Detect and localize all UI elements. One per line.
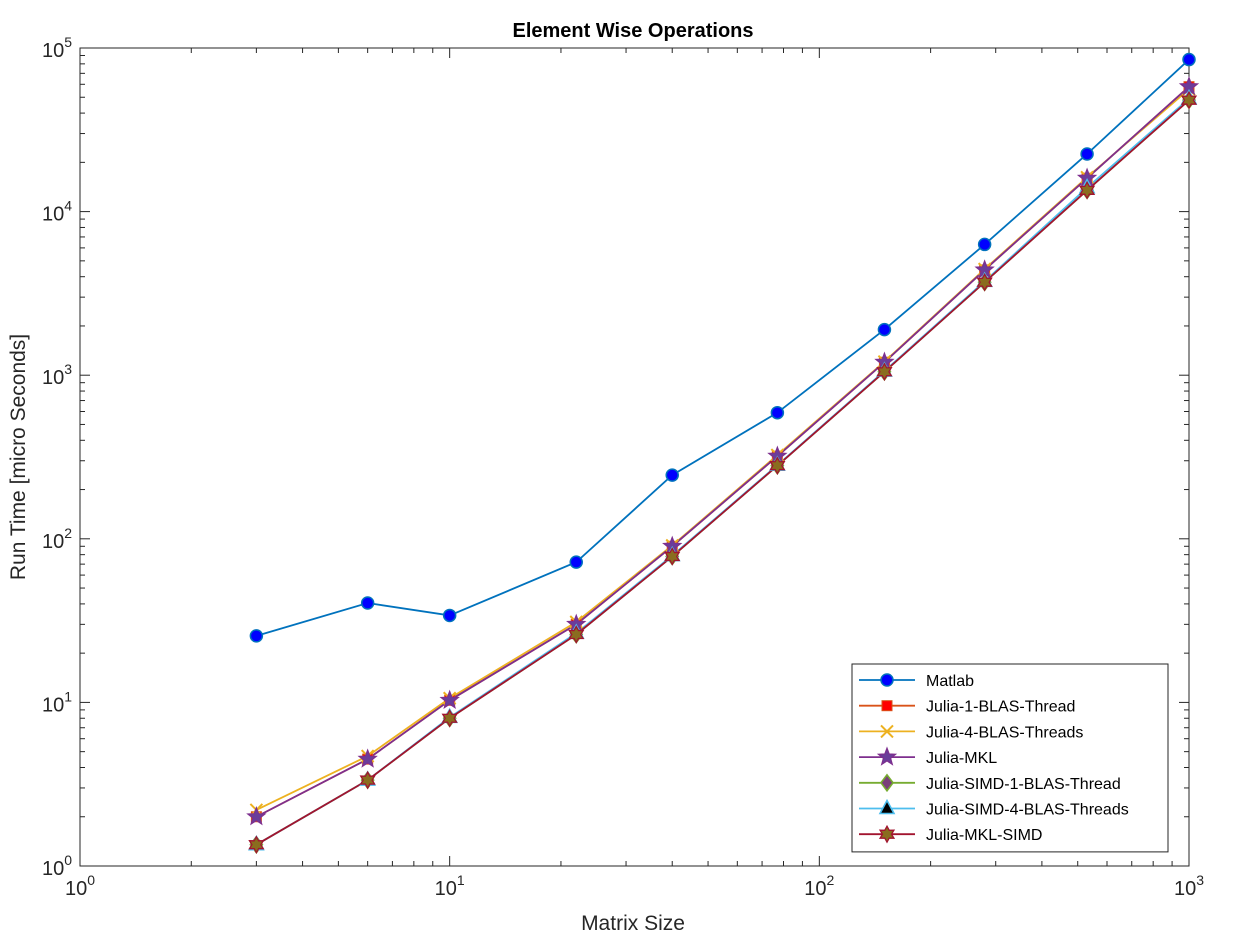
series-line-julia-mkl-simd xyxy=(255,99,1190,846)
x-tick-label-exp: 0 xyxy=(87,872,95,888)
legend-marker-matlab xyxy=(880,673,894,687)
legend-label-julia-mkl: Julia-MKL xyxy=(926,750,997,767)
data-point-julia-mkl-simd xyxy=(876,362,893,382)
data-point-matlab xyxy=(770,405,785,420)
plot-box xyxy=(79,47,1190,867)
y-tick-label: 103 xyxy=(42,361,72,389)
y-tick-label-exp: 0 xyxy=(64,852,72,868)
data-point-matlab xyxy=(249,629,264,643)
x-tick-label-exp: 3 xyxy=(1196,872,1204,888)
chart-title: Element Wise Operations xyxy=(513,20,754,42)
legend-marker-julia-4-blas-threads xyxy=(880,724,894,739)
data-point-julia-mkl-simd xyxy=(1078,180,1096,200)
series-line-matlab xyxy=(256,58,1190,637)
data-point-matlab xyxy=(569,555,583,569)
y-tick-label-exp: 5 xyxy=(64,34,72,50)
x-tick-label: 100 xyxy=(65,872,95,900)
y-axis-label: Run Time [micro Seconds] xyxy=(7,334,30,580)
x-tick-label: 102 xyxy=(804,872,834,900)
data-point-julia-mkl-simd xyxy=(441,708,458,728)
x-axis-label: Matrix Size xyxy=(581,912,685,935)
data-point-julia-mkl-simd xyxy=(976,272,993,292)
y-tick-label: 102 xyxy=(42,525,72,553)
x-tick-label-base: 10 xyxy=(1174,878,1196,900)
data-point-matlab xyxy=(1182,52,1196,67)
data-point-matlab xyxy=(977,237,992,252)
x-tick-label: 101 xyxy=(435,872,465,900)
data-point-matlab xyxy=(665,468,679,482)
data-point-julia-mkl-simd xyxy=(664,547,681,566)
data-point-julia-mkl-simd xyxy=(248,835,265,855)
y-tick-label: 100 xyxy=(42,852,72,880)
legend: Matlab Julia-1-BLAS-Thread Julia-4-BLAS-Th… xyxy=(851,663,1169,853)
legend-label-julia-mkl-simd: Julia-MKL-SIMD xyxy=(926,827,1042,844)
legend-marker-julia-simd-1-blas-thread xyxy=(880,773,894,793)
x-tick-label-base: 10 xyxy=(435,878,457,900)
legend-marker-julia-simd-4-blas-threads xyxy=(878,798,896,815)
data-point-matlab xyxy=(877,322,892,337)
data-point-julia-mkl xyxy=(246,806,267,826)
data-point-matlab xyxy=(1080,147,1094,161)
x-tick-label-base: 10 xyxy=(65,878,87,900)
legend-label-matlab: Matlab xyxy=(926,673,974,690)
y-tick-label-exp: 2 xyxy=(64,525,72,541)
data-point-julia-mkl xyxy=(357,748,378,768)
y-tick-label-exp: 1 xyxy=(64,688,72,704)
legend-marker-julia-mkl-simd xyxy=(878,824,896,844)
legend-label-julia-simd-4-blas-threads: Julia-SIMD-4-BLAS-Threads xyxy=(926,802,1129,819)
data-point-julia-mkl-simd xyxy=(769,456,786,475)
y-tick-label-base: 10 xyxy=(42,694,64,716)
y-tick-label-base: 10 xyxy=(42,204,64,226)
y-tick-label-exp: 3 xyxy=(64,361,72,377)
y-tick-label: 104 xyxy=(42,198,72,226)
data-point-julia-mkl xyxy=(439,689,460,709)
data-point-julia-mkl-simd xyxy=(568,625,585,644)
data-point-julia-mkl-simd xyxy=(359,770,376,790)
x-tick-label-exp: 2 xyxy=(827,872,835,888)
x-tick-label-exp: 1 xyxy=(457,872,465,888)
legend-label-julia-1-blas-thread: Julia-1-BLAS-Thread xyxy=(926,699,1075,716)
legend-marker-julia-1-blas-thread xyxy=(881,700,893,712)
data-point-matlab xyxy=(442,608,457,623)
y-tick-label-base: 10 xyxy=(42,531,64,553)
legend-label-julia-simd-1-blas-thread: Julia-SIMD-1-BLAS-Thread xyxy=(926,776,1121,793)
y-tick-label-exp: 4 xyxy=(64,198,72,214)
y-tick-label: 105 xyxy=(42,34,72,62)
data-point-matlab xyxy=(360,596,375,610)
y-tick-label-base: 10 xyxy=(42,367,64,389)
y-tick-label-base: 10 xyxy=(42,858,64,880)
data-point-julia-mkl-simd xyxy=(1180,90,1198,110)
legend-label-julia-4-blas-threads: Julia-4-BLAS-Threads xyxy=(926,724,1083,741)
series-line-julia-mkl xyxy=(255,86,1190,818)
y-tick-label-base: 10 xyxy=(42,40,64,62)
y-tick-label: 101 xyxy=(42,688,72,716)
x-tick-label-base: 10 xyxy=(804,878,826,900)
series-lines xyxy=(255,58,1190,846)
series-markers xyxy=(246,52,1200,855)
x-tick-label: 103 xyxy=(1174,872,1204,900)
legend-marker-julia-mkl xyxy=(876,746,898,766)
